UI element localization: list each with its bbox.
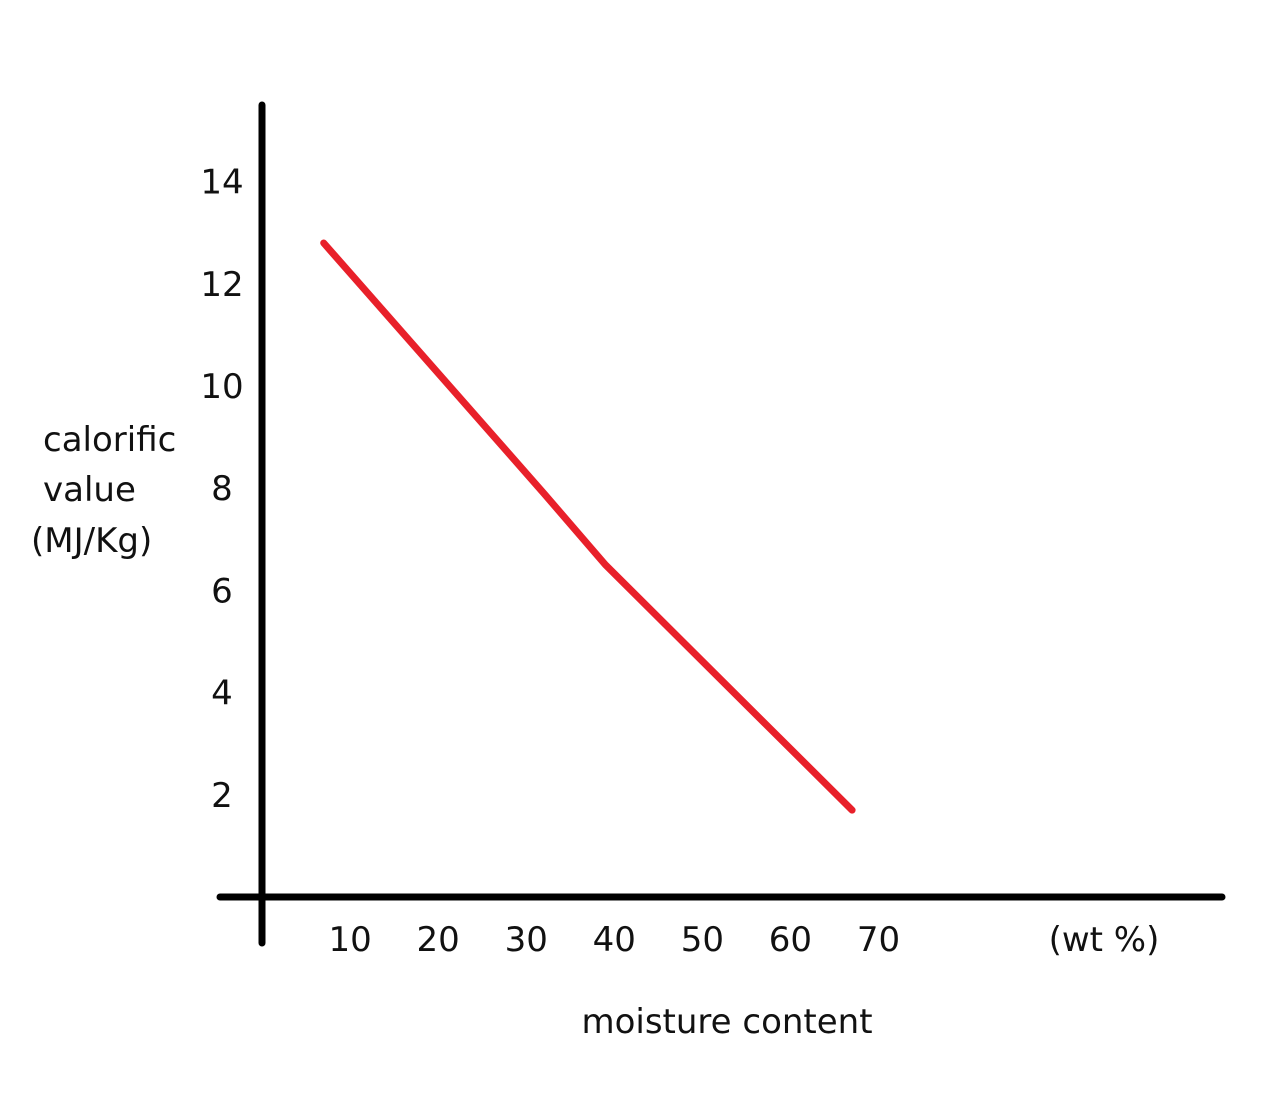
series-lines (320, 239, 856, 814)
x-tick-label: 30 (505, 920, 548, 960)
y-tick-label: 8 (211, 469, 233, 509)
series-line-0 (320, 239, 856, 814)
y-tick-label: 6 (211, 571, 233, 611)
y-tick-label: 4 (211, 674, 233, 714)
y-axis-label-line-3: (MJ/Kg) (31, 521, 152, 561)
x-tick-labels: 10 20 30 40 50 60 70 (328, 920, 900, 960)
x-tick-label: 50 (681, 920, 724, 960)
x-tick-label: 10 (328, 920, 371, 960)
x-tick-label: 40 (593, 920, 636, 960)
y-axis-label-line-2: value (43, 470, 136, 510)
y-tick-label: 14 (200, 163, 243, 203)
x-tick-label: 70 (857, 920, 900, 960)
x-tick-label: 60 (769, 920, 812, 960)
x-axis-label: moisture content (581, 1002, 872, 1042)
x-tick-label: 20 (417, 920, 460, 960)
y-axis-label-line-1: calorific (43, 420, 176, 460)
y-tick-labels: 2 4 6 8 10 12 14 (200, 163, 243, 816)
y-tick-label: 2 (211, 776, 233, 816)
x-unit-label: (wt %) (1049, 920, 1160, 960)
y-tick-label: 12 (200, 265, 243, 305)
y-tick-label: 10 (200, 367, 243, 407)
